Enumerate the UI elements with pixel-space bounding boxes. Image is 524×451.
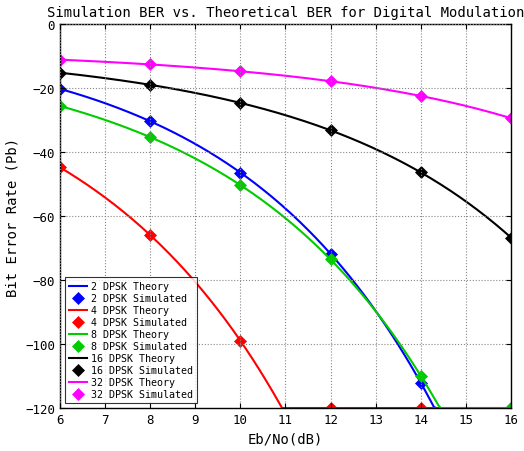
4 DPSK Theory xyxy=(508,405,514,411)
8 DPSK Theory xyxy=(140,133,147,138)
Line: 2 DPSK Theory: 2 DPSK Theory xyxy=(60,90,511,408)
32 DPSK Theory xyxy=(470,106,476,111)
16 DPSK Simulated xyxy=(57,71,63,76)
4 DPSK Simulated xyxy=(237,338,244,344)
2 DPSK Theory xyxy=(57,87,63,92)
4 DPSK Theory xyxy=(472,405,478,411)
2 DPSK Simulated xyxy=(328,252,334,257)
16 DPSK Theory xyxy=(84,74,90,79)
16 DPSK Theory xyxy=(140,82,147,87)
32 DPSK Theory xyxy=(485,110,492,115)
16 DPSK Theory xyxy=(485,216,492,221)
4 DPSK Theory xyxy=(487,405,494,411)
Line: 4 DPSK Theory: 4 DPSK Theory xyxy=(60,168,511,408)
16 DPSK Theory xyxy=(508,235,514,241)
16 DPSK Theory xyxy=(177,88,183,93)
2 DPSK Simulated xyxy=(237,170,244,176)
32 DPSK Simulated xyxy=(57,58,63,63)
4 DPSK Simulated xyxy=(508,405,514,411)
4 DPSK Simulated xyxy=(418,405,424,411)
Line: 32 DPSK Theory: 32 DPSK Theory xyxy=(60,60,511,119)
32 DPSK Simulated xyxy=(147,63,154,68)
16 DPSK Theory xyxy=(57,71,63,76)
Line: 8 DPSK Theory: 8 DPSK Theory xyxy=(60,107,511,408)
8 DPSK Theory xyxy=(57,104,63,110)
32 DPSK Simulated xyxy=(418,94,424,100)
2 DPSK Theory xyxy=(472,405,478,411)
4 DPSK Theory xyxy=(279,405,285,411)
8 DPSK Theory xyxy=(487,405,494,411)
8 DPSK Theory xyxy=(75,109,81,115)
2 DPSK Simulated xyxy=(147,119,154,124)
8 DPSK Simulated xyxy=(147,135,154,141)
Line: 2 DPSK Simulated: 2 DPSK Simulated xyxy=(56,86,515,412)
2 DPSK Theory xyxy=(84,95,90,101)
2 DPSK Theory xyxy=(508,405,514,411)
16 DPSK Simulated xyxy=(147,83,154,88)
16 DPSK Simulated xyxy=(328,129,334,134)
4 DPSK Simulated xyxy=(147,233,154,238)
16 DPSK Simulated xyxy=(418,170,424,176)
2 DPSK Theory xyxy=(75,92,81,98)
8 DPSK Theory xyxy=(84,112,90,118)
2 DPSK Simulated xyxy=(508,405,514,411)
2 DPSK Theory xyxy=(177,133,183,139)
32 DPSK Simulated xyxy=(237,69,244,75)
2 DPSK Theory xyxy=(433,405,439,411)
4 DPSK Simulated xyxy=(57,165,63,170)
X-axis label: Eb/No(dB): Eb/No(dB) xyxy=(248,432,323,446)
4 DPSK Theory xyxy=(75,177,81,182)
2 DPSK Simulated xyxy=(418,380,424,386)
4 DPSK Simulated xyxy=(328,405,334,411)
32 DPSK Simulated xyxy=(328,79,334,85)
4 DPSK Theory xyxy=(177,262,183,268)
8 DPSK Simulated xyxy=(328,257,334,262)
16 DPSK Simulated xyxy=(508,235,514,241)
16 DPSK Theory xyxy=(470,204,476,209)
32 DPSK Theory xyxy=(140,62,147,68)
16 DPSK Theory xyxy=(75,73,81,78)
2 DPSK Theory xyxy=(140,116,147,122)
Y-axis label: Bit Error Rate (Pb): Bit Error Rate (Pb) xyxy=(6,137,19,296)
32 DPSK Simulated xyxy=(508,116,514,122)
4 DPSK Theory xyxy=(140,227,147,232)
8 DPSK Theory xyxy=(177,149,183,154)
Line: 32 DPSK Simulated: 32 DPSK Simulated xyxy=(56,56,515,123)
8 DPSK Theory xyxy=(508,405,514,411)
8 DPSK Theory xyxy=(438,405,444,411)
8 DPSK Simulated xyxy=(237,183,244,189)
8 DPSK Simulated xyxy=(418,373,424,379)
4 DPSK Theory xyxy=(57,165,63,170)
2 DPSK Theory xyxy=(487,405,494,411)
Line: 4 DPSK Simulated: 4 DPSK Simulated xyxy=(56,164,515,412)
32 DPSK Theory xyxy=(508,116,514,122)
32 DPSK Theory xyxy=(75,59,81,64)
Line: 16 DPSK Simulated: 16 DPSK Simulated xyxy=(56,69,515,242)
8 DPSK Simulated xyxy=(57,104,63,110)
32 DPSK Theory xyxy=(84,59,90,64)
8 DPSK Theory xyxy=(472,405,478,411)
32 DPSK Theory xyxy=(177,64,183,70)
2 DPSK Simulated xyxy=(57,87,63,92)
Legend: 2 DPSK Theory, 2 DPSK Simulated, 4 DPSK Theory, 4 DPSK Simulated, 8 DPSK Theory,: 2 DPSK Theory, 2 DPSK Simulated, 4 DPSK … xyxy=(65,277,197,403)
8 DPSK Simulated xyxy=(508,405,514,411)
4 DPSK Theory xyxy=(84,183,90,188)
32 DPSK Theory xyxy=(57,58,63,63)
Title: Simulation BER vs. Theoretical BER for Digital Modulation: Simulation BER vs. Theoretical BER for D… xyxy=(47,5,524,19)
16 DPSK Simulated xyxy=(237,101,244,106)
Line: 8 DPSK Simulated: 8 DPSK Simulated xyxy=(56,103,515,412)
Line: 16 DPSK Theory: 16 DPSK Theory xyxy=(60,74,511,238)
